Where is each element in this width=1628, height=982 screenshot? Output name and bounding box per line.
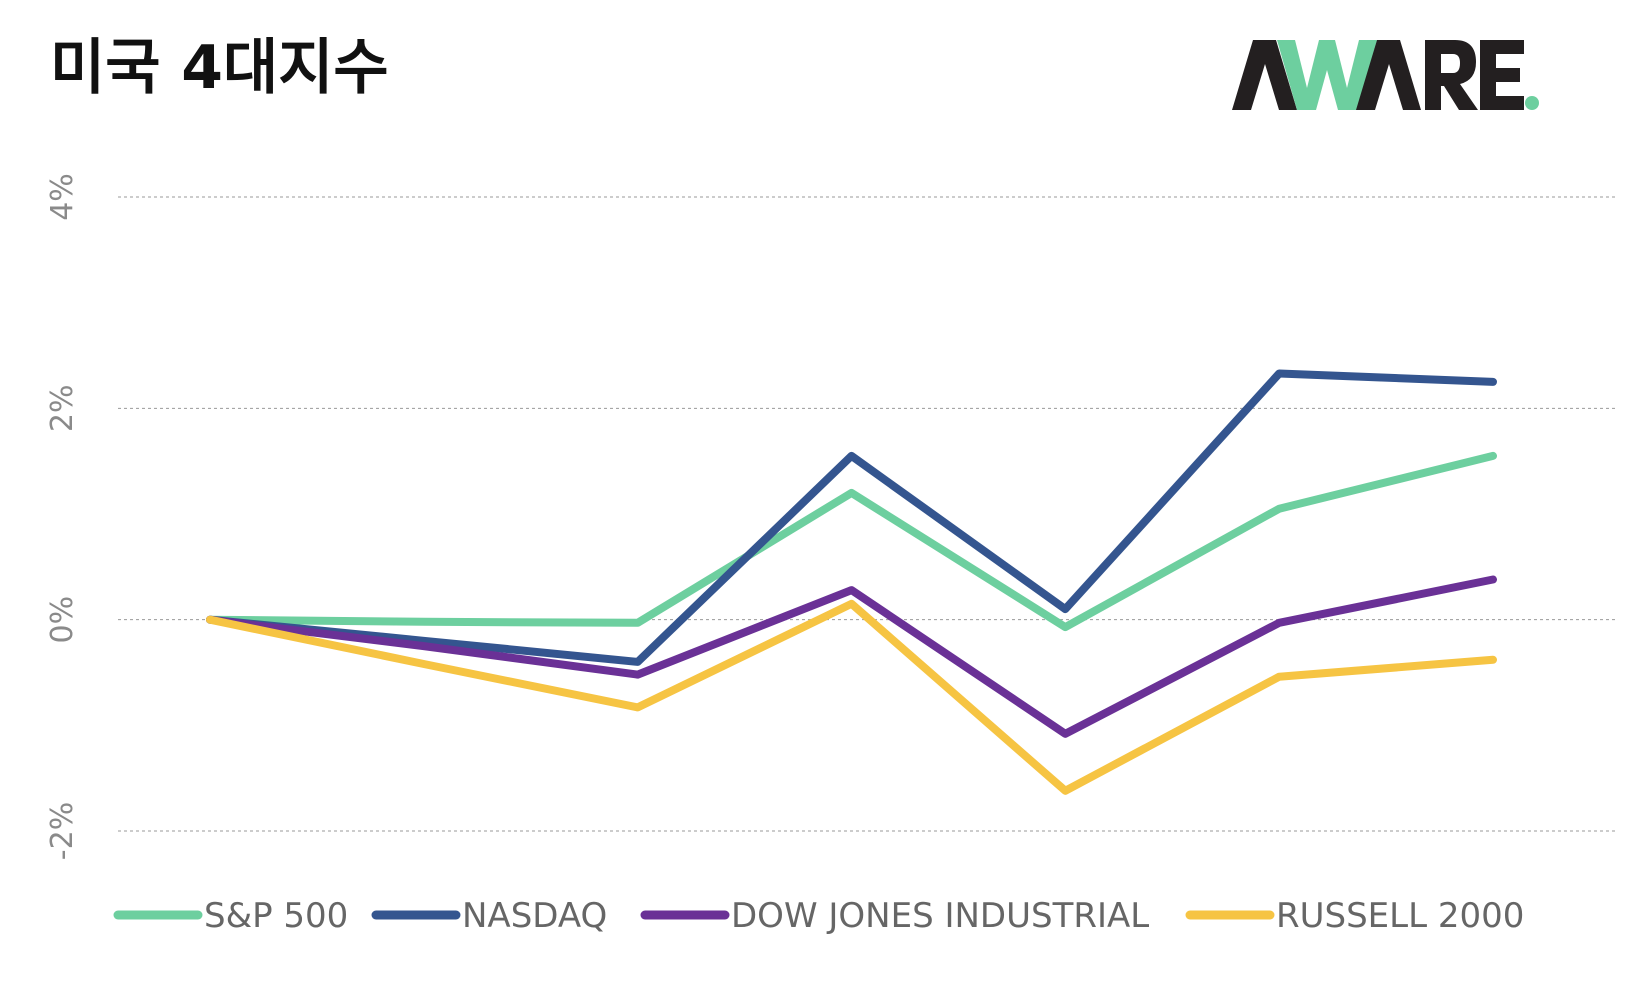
logo-dot bbox=[1525, 96, 1539, 110]
chart-title: 미국 4대지수 bbox=[50, 33, 389, 103]
logo-letter-e bbox=[1480, 40, 1524, 110]
legend-label: RUSSELL 2000 bbox=[1276, 896, 1524, 936]
y-tick-label: -2% bbox=[45, 802, 80, 860]
legend-label: DOW JONES INDUSTRIAL bbox=[731, 896, 1149, 936]
y-tick-label: 4% bbox=[45, 173, 80, 221]
legend-label: NASDAQ bbox=[462, 896, 607, 936]
logo-letter-a bbox=[1232, 40, 1297, 110]
logo-letter-a2 bbox=[1356, 40, 1421, 110]
series-line bbox=[206, 599, 1497, 795]
logo-letter-r bbox=[1425, 40, 1478, 110]
logo-letter-w bbox=[1277, 40, 1377, 110]
y-tick-label: 0% bbox=[45, 596, 80, 644]
legend-label: S&P 500 bbox=[204, 896, 348, 936]
y-tick-label: 2% bbox=[45, 385, 80, 433]
